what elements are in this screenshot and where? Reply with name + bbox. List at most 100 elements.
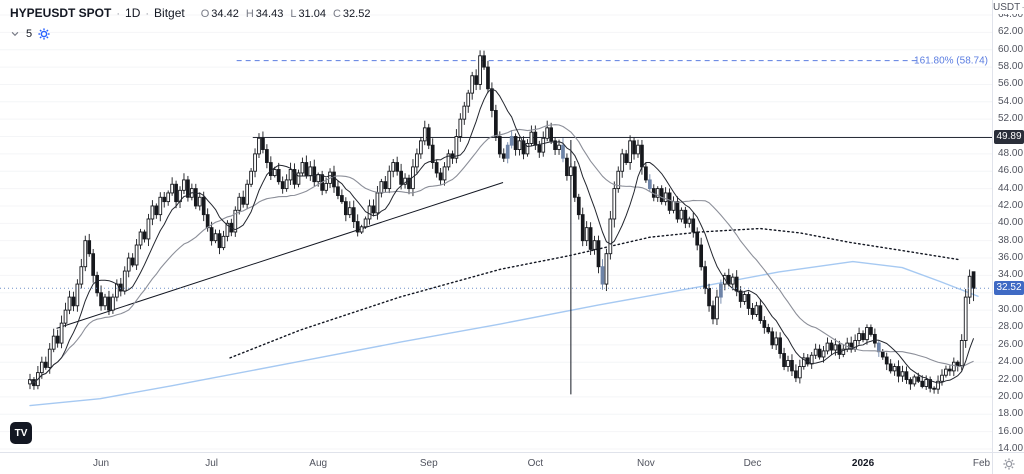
- candle-body: [936, 380, 940, 390]
- time-tick-jul: Jul: [205, 458, 218, 469]
- price-tick: 54.00: [998, 95, 1024, 107]
- candle-body: [213, 233, 218, 242]
- candle-body: [948, 368, 952, 372]
- chevron-down-icon[interactable]: [10, 29, 20, 39]
- candle-body: [300, 162, 305, 174]
- time-tick-nov: Nov: [636, 458, 655, 469]
- candle-body: [383, 181, 388, 190]
- price-level-label: 49.89: [994, 130, 1024, 145]
- candle-body: [170, 183, 174, 194]
- price-tick: 34.00: [998, 269, 1024, 281]
- candle-body: [537, 144, 542, 153]
- candle-body: [426, 127, 431, 146]
- candle-body: [837, 344, 842, 355]
- candle-body: [955, 361, 960, 367]
- candle-body: [99, 292, 103, 307]
- candle-body: [245, 183, 249, 205]
- candle-body: [59, 322, 64, 344]
- candle-body: [458, 118, 463, 137]
- candle-body: [126, 257, 131, 272]
- symbol-title[interactable]: HYPEUSDT SPOT: [10, 6, 112, 20]
- exchange-label[interactable]: Bitget: [154, 6, 185, 20]
- candle-body: [146, 218, 151, 240]
- candle-body: [588, 227, 593, 250]
- axis-corner[interactable]: [992, 452, 1024, 474]
- candle-body: [545, 127, 550, 139]
- candle-body: [746, 294, 751, 309]
- candle-body: [584, 227, 589, 242]
- price-tick: 24.00: [998, 356, 1024, 368]
- high-value: 34.43: [255, 8, 284, 20]
- close-value: 32.52: [342, 8, 371, 20]
- candle-body: [620, 153, 625, 172]
- candle-body: [304, 162, 309, 177]
- candle-body: [865, 327, 869, 341]
- candle-body: [497, 136, 502, 155]
- candle-body: [959, 340, 964, 367]
- trendline: [56, 182, 504, 329]
- candle-body: [655, 188, 660, 198]
- candle-body: [343, 201, 348, 216]
- time-tick-aug: Aug: [309, 458, 328, 469]
- candle-body: [928, 379, 932, 389]
- candle-body: [636, 144, 640, 155]
- candle-body: [829, 342, 834, 351]
- candle-body: [683, 209, 688, 224]
- time-tick-2026: 2026: [851, 458, 875, 469]
- candle-body: [525, 143, 530, 155]
- price-tick: 52.00: [998, 113, 1024, 125]
- settings-gear-icon[interactable]: [38, 28, 50, 40]
- candle-body: [888, 363, 893, 372]
- candle-body: [280, 181, 285, 190]
- candle-body: [600, 266, 605, 285]
- candle-body: [272, 169, 277, 177]
- currency-selector[interactable]: USDT: [993, 1, 1024, 14]
- candlestick-chart[interactable]: 161.80% (58.74): [0, 0, 992, 452]
- candle-body: [83, 240, 88, 268]
- chart-plot-area[interactable]: 161.80% (58.74) HYPEUSDT SPOT · 1D · Bit…: [0, 0, 992, 452]
- legend-controls: 5: [10, 27, 370, 41]
- candle-body: [446, 153, 451, 168]
- candle-body: [154, 205, 159, 216]
- candle-body: [679, 209, 684, 220]
- tradingview-logo[interactable]: TV: [10, 422, 32, 444]
- candle-body: [904, 371, 909, 381]
- indicator-count[interactable]: 5: [26, 28, 33, 40]
- price-tick: 18.00: [998, 408, 1024, 420]
- candle-body: [892, 366, 897, 372]
- candle-body: [640, 144, 644, 168]
- candle-body: [730, 276, 735, 285]
- candle-body: [387, 170, 392, 190]
- candle-body: [604, 253, 609, 285]
- candle-body: [707, 287, 711, 307]
- candle-body: [782, 353, 786, 367]
- candle-body: [616, 170, 621, 190]
- candle-body: [225, 222, 230, 237]
- price-tick: 22.00: [998, 373, 1024, 385]
- time-tick-dec: Dec: [743, 458, 762, 469]
- candle-body: [801, 357, 806, 367]
- candle-body: [675, 201, 680, 220]
- ma-dotted-line: [229, 227, 961, 359]
- candle-body: [924, 379, 929, 387]
- price-tick: 42.00: [998, 199, 1024, 211]
- separator: ·: [145, 8, 150, 20]
- candle-body: [971, 271, 976, 289]
- candle-body: [762, 320, 767, 328]
- candle-body: [67, 296, 72, 311]
- candle-body: [201, 196, 206, 216]
- candle-body: [880, 351, 885, 358]
- candle-body: [51, 335, 56, 350]
- candle-body: [336, 186, 340, 196]
- price-axis[interactable]: USDT 64.00 62.00 60.00 58.00 56.00 54.00 52.00…: [992, 0, 1024, 454]
- candle-body: [43, 361, 48, 368]
- gear-icon[interactable]: [1003, 458, 1015, 470]
- candle-body: [565, 157, 569, 177]
- interval-label[interactable]: 1D: [125, 6, 141, 20]
- time-axis[interactable]: Jun Jul Aug Sep Oct Nov Dec 2026 Feb: [0, 452, 992, 474]
- candle-body: [182, 179, 186, 191]
- candle-body: [359, 226, 364, 233]
- candle-body: [553, 140, 557, 150]
- candle-body: [399, 170, 403, 185]
- candle-body: [557, 144, 561, 150]
